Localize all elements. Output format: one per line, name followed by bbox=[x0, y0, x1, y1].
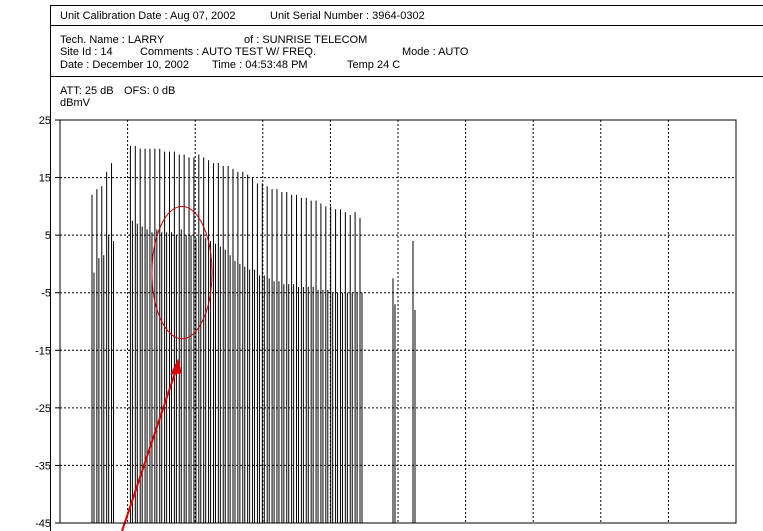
y-tick-label: 5 bbox=[45, 230, 51, 242]
y-axis-unit-label: dBmV bbox=[60, 97, 90, 109]
frame-top-line bbox=[50, 5, 763, 6]
y-tick-label: 15 bbox=[39, 173, 51, 185]
serial-number: Unit Serial Number : 3964-0302 bbox=[270, 10, 425, 22]
company-name: of : SUNRISE TELECOM bbox=[244, 34, 368, 46]
y-tick-label: -15 bbox=[35, 345, 51, 357]
report-time: Time : 04:53:48 PM bbox=[212, 59, 308, 71]
annotation-arrow-head bbox=[170, 358, 182, 375]
report-date: Date : December 10, 2002 bbox=[60, 59, 190, 71]
frame-left-line bbox=[50, 5, 51, 531]
comments: Comments : AUTO TEST W/ FREQ. bbox=[140, 46, 317, 58]
header-divider-1 bbox=[50, 25, 763, 26]
header-divider-2 bbox=[50, 76, 763, 77]
y-tick-label: -25 bbox=[35, 403, 51, 415]
offset-setting: OFS: 0 dB bbox=[124, 85, 176, 97]
temperature: Temp 24 C bbox=[347, 59, 401, 71]
tech-name: Tech. Name : LARRY bbox=[60, 34, 165, 46]
highlight-ellipse bbox=[151, 205, 213, 340]
y-tick-labels: 25 15 5 -5 -15 -25 -35 -45 bbox=[35, 115, 51, 530]
site-id: Site Id : 14 bbox=[60, 46, 113, 58]
chart-bars bbox=[91, 145, 416, 523]
chart-annotations bbox=[121, 205, 213, 531]
annotation-arrow-shaft bbox=[121, 369, 177, 531]
y-tick-label: 25 bbox=[39, 115, 51, 127]
y-tick-label: -5 bbox=[41, 288, 51, 300]
attenuation-setting: ATT: 25 dB bbox=[60, 85, 114, 97]
y-tick-label: -35 bbox=[35, 460, 51, 472]
plot-border bbox=[59, 119, 737, 524]
calibration-date: Unit Calibration Date : Aug 07, 2002 bbox=[60, 10, 236, 22]
mode: Mode : AUTO bbox=[402, 46, 469, 58]
y-tick-label: -45 bbox=[35, 518, 51, 530]
